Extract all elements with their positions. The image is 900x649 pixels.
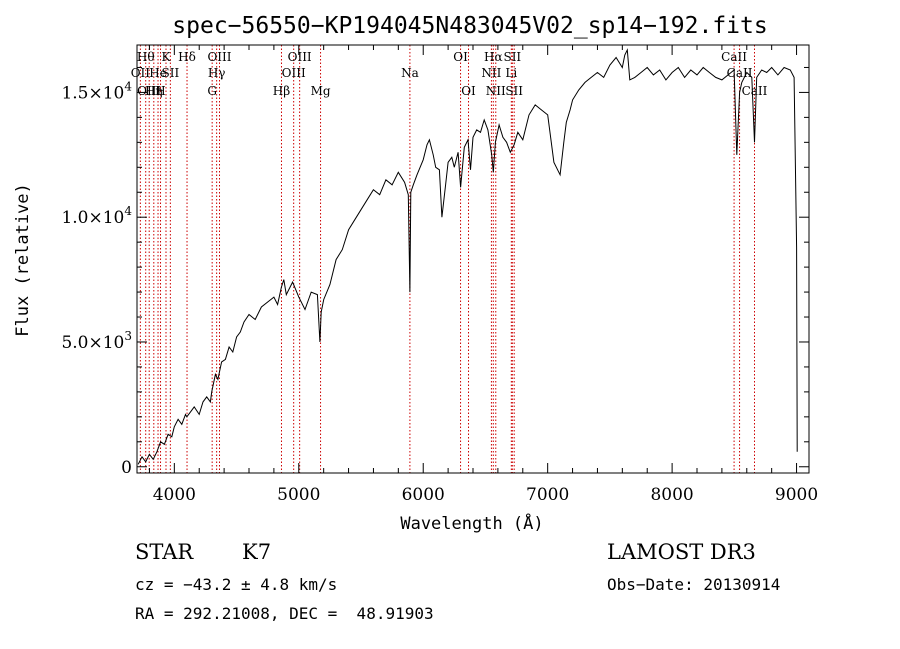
spectral-line-label: NII [481,66,501,80]
x-tick-label: 7000 [526,485,569,505]
x-tick-label: 6000 [402,485,445,505]
spectral-line-label: NII [486,84,506,98]
redshift-text: cz = −43.2 ± 4.8 km/s [135,575,338,594]
spectral-line-label: OIII [288,50,312,64]
spectral-line-label: OIII [137,84,161,98]
y-tick-label: 0 [121,458,132,478]
spectral-line-label: Hδ [178,50,196,64]
y-tick-label: 1.5×104 [61,79,132,103]
spectral-line-label: Hθ [137,50,155,64]
spectral-line-label: SII [161,66,179,80]
obs-date-text: Obs−Date: 20130914 [607,575,781,594]
spectral-line-label: OIII [207,50,231,64]
spectral-line-label: Na [401,66,419,80]
chart-title: spec−56550−KP194045N483045V02_sp14−192.f… [172,13,767,39]
object-subclass: K7 [242,540,272,564]
survey-name: LAMOST DR3 [607,540,756,564]
y-tick-label-base: 5.0×10 [61,333,124,353]
object-class: STAR [135,540,194,564]
x-tick-label: 4000 [153,485,196,505]
x-tick-label: 8000 [650,485,693,505]
spectral-line-label: Hη [145,84,163,98]
spectral-line-label: G [207,84,217,98]
spectral-line-label: OI [461,84,476,98]
spectral-lines [139,45,755,473]
spectral-line-label: CaII [742,84,768,98]
y-tick-label: 1.0×104 [61,204,132,228]
y-axis-label: Flux (relative) [13,183,33,337]
y-tick-label: 5.0×103 [61,329,132,353]
spectral-line-labels: OIIHθOIIIHηHeHKSIIHδGHγOIIIHβOIIIOIIIMgN… [131,50,768,98]
spectral-line-label: H [155,84,165,98]
x-tick-label: 5000 [277,485,320,505]
spectral-line-label: OIII [282,66,306,80]
plot-frame [136,44,810,474]
spectral-line-label: He [149,66,167,80]
spectral-line-label: CaII [727,66,753,80]
y-tick-label-exp: 4 [124,79,132,93]
spectral-line-label: Hγ [208,66,226,80]
y-tick-label-base: 1.5×10 [61,83,124,103]
spectral-line-label: Li [505,66,517,80]
coordinates-text: RA = 292.21008, DEC = 48.91903 [135,604,434,623]
x-axis-label: Wavelength (Å) [400,512,543,534]
x-tick-label: 9000 [775,485,818,505]
spectral-line-label: CaII [721,50,747,64]
spectral-line-label: Hβ [273,84,290,98]
y-tick-label-base: 0 [121,458,132,478]
spectral-line-label: OI [453,50,468,64]
y-tick-label-base: 1.0×10 [61,208,124,228]
spectral-line-label: K [162,50,172,64]
spectral-line-label: Mg [311,84,331,98]
spectrum-line [137,48,798,465]
x-axis: 4000 5000 6000 7000 8000 9000 [148,45,818,505]
spectral-line-label: Hα [484,50,503,64]
y-tick-label-exp: 4 [124,204,132,218]
spectral-line-label: OII [131,66,151,80]
spectral-line-label: SII [505,84,523,98]
spectral-line-label: SII [503,50,521,64]
y-tick-label-exp: 3 [124,329,132,343]
